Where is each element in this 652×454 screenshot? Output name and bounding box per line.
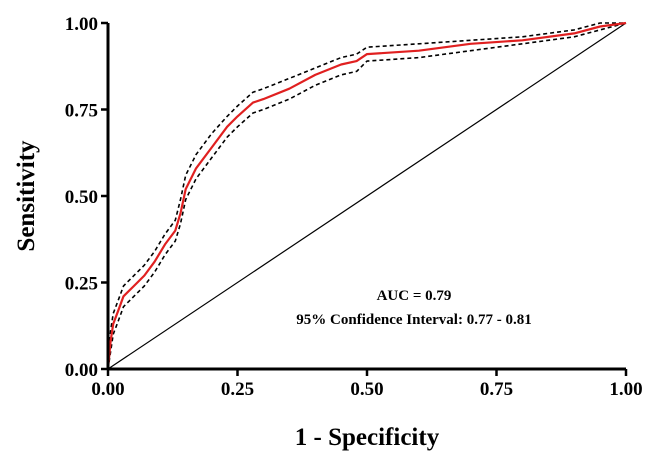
curves-layer [106,21,627,370]
y-tick-label: 0.25 [65,274,98,295]
y-tick-label: 0.00 [65,360,98,381]
roc-curve [106,21,627,370]
reference-diagonal [107,22,627,370]
x-tick-label: 0.75 [480,379,513,400]
y-tick-label: 0.50 [65,187,98,208]
x-tick-label: 0.00 [91,379,124,400]
y-tick-label: 1.00 [65,14,98,35]
tick-labels-layer: 0.00 0.25 0.50 0.75 1.00 0.00 0.25 0.50 0.75 1.00 [65,14,643,400]
ci-lower-bound [107,22,627,370]
auc-annotation: AUC = 0.79 [377,288,452,304]
axes-layer [101,21,628,376]
ci-upper-bound [107,22,626,370]
x-axis-title: 1 - Specificity [295,424,440,451]
x-tick-label: 0.25 [221,379,254,400]
y-axis-title: Sensitivity [13,140,40,252]
x-tick-label: 0.50 [350,379,383,400]
y-tick-label: 0.75 [65,101,98,122]
x-tick-label: 1.00 [609,379,642,400]
ci-annotation: 95% Confidence Interval: 0.77 - 0.81 [296,312,531,328]
